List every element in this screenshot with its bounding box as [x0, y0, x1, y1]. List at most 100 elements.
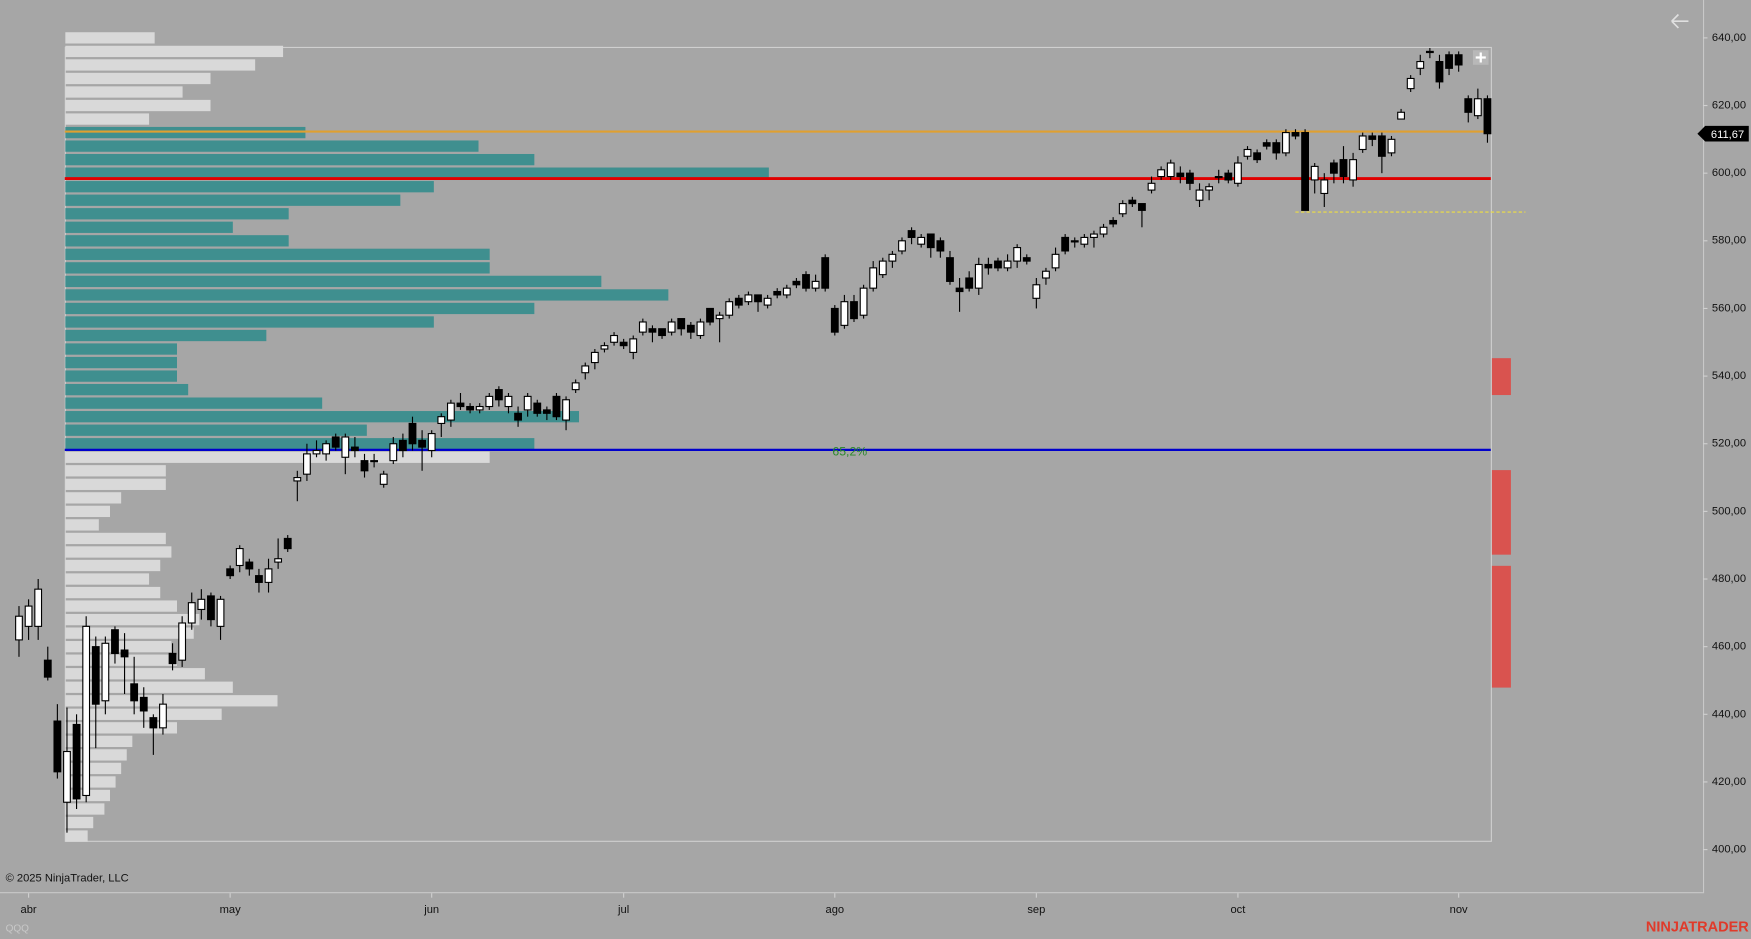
candle-body [149, 717, 158, 729]
candle-body [1435, 60, 1444, 83]
candle-body [782, 287, 791, 296]
profile-bar [65, 99, 211, 112]
candle-body [552, 395, 561, 418]
profile-bar [65, 86, 183, 98]
candle-body [82, 625, 91, 797]
candle-body [187, 602, 196, 624]
candle-body [1051, 253, 1060, 269]
profile-bar [65, 492, 122, 504]
candle-body [1099, 226, 1108, 235]
profile-bar [65, 803, 105, 815]
candle-body [830, 307, 839, 333]
candle-body [1301, 132, 1310, 211]
profile-bar [65, 776, 116, 788]
candle-body [926, 233, 935, 249]
candle-body [1329, 162, 1338, 174]
candle-body [312, 449, 321, 455]
candle-body [850, 301, 858, 320]
candle-body [1032, 284, 1041, 299]
back-arrow[interactable] [1671, 13, 1689, 29]
profile-bar [65, 600, 177, 612]
candle-body [504, 395, 513, 408]
candle-body [1195, 189, 1204, 201]
candle-body [1291, 132, 1300, 137]
candle-body [571, 382, 580, 391]
x-tick-label: jun [423, 904, 439, 916]
y-tick-label: 500,00 [1712, 505, 1746, 517]
candle-body [274, 558, 283, 563]
zone [1491, 470, 1511, 555]
candle-body [514, 412, 522, 421]
profile-bar [65, 45, 284, 58]
profile-bar [65, 248, 490, 260]
candle-body [1128, 199, 1137, 205]
candle-body [341, 436, 350, 458]
profile-bar [65, 194, 401, 206]
profile-bar [65, 505, 110, 518]
candle-body [379, 473, 388, 485]
candle-body [523, 395, 532, 411]
candle-body [1272, 142, 1281, 154]
candle-body [1166, 162, 1175, 178]
candle-body [1013, 247, 1022, 262]
profile-bar [65, 573, 150, 585]
x-tick-label: abr [21, 904, 37, 916]
candle-body [859, 287, 868, 316]
candle-body [1042, 270, 1050, 279]
candle-body [1003, 260, 1012, 269]
profile-bar [65, 695, 278, 707]
candle-body [878, 260, 887, 276]
candle-body [427, 433, 436, 452]
x-tick-label: jul [617, 904, 629, 916]
candle-body [178, 622, 187, 661]
add-button[interactable] [1472, 50, 1489, 65]
candle-body [1358, 135, 1367, 151]
candle-body [446, 402, 455, 421]
candle-body [619, 341, 628, 347]
profile-bar [65, 451, 490, 463]
candle-body [360, 460, 369, 472]
candle-body [1080, 236, 1089, 245]
candle-body [1070, 240, 1079, 243]
candle-body [955, 287, 964, 293]
x-tick-label: nov [1450, 904, 1468, 916]
profile-bar [65, 383, 189, 396]
profile-bar [65, 370, 177, 382]
candle-body [475, 405, 484, 411]
candle-body [562, 399, 570, 421]
profile-bar [65, 465, 166, 477]
profile-bar [65, 519, 99, 531]
profile-bar [65, 722, 177, 734]
candle-body [120, 649, 129, 658]
candle-body [811, 280, 820, 289]
candle-body [1406, 77, 1415, 90]
profile-bar [65, 411, 580, 423]
candle-body [1234, 162, 1242, 184]
candle-body [389, 443, 398, 462]
candle-body [725, 301, 734, 316]
candle-body [1090, 233, 1098, 238]
candle-body [437, 416, 446, 425]
profile-bar [65, 316, 434, 328]
candle-body [1253, 152, 1262, 161]
candle-body [1262, 142, 1271, 147]
candle-body [1397, 111, 1405, 120]
candle-body [494, 389, 503, 401]
candle-body [303, 453, 311, 475]
candle-body [130, 683, 139, 702]
candle-body [255, 575, 263, 583]
candle-body [658, 328, 666, 337]
y-tick-label: 480,00 [1712, 573, 1746, 585]
candle-body [1224, 172, 1233, 181]
candle-body [466, 405, 474, 411]
profile-bar [65, 654, 177, 666]
add-icon[interactable] [1475, 52, 1486, 63]
candle-body [869, 267, 878, 289]
candle-body [1176, 172, 1185, 178]
y-tick-label: 420,00 [1712, 776, 1746, 788]
y-tick-label: 620,00 [1712, 99, 1746, 111]
profile-bar [65, 221, 233, 233]
profile-bar [65, 356, 177, 369]
zone [1491, 358, 1511, 396]
candle-body [283, 537, 292, 550]
